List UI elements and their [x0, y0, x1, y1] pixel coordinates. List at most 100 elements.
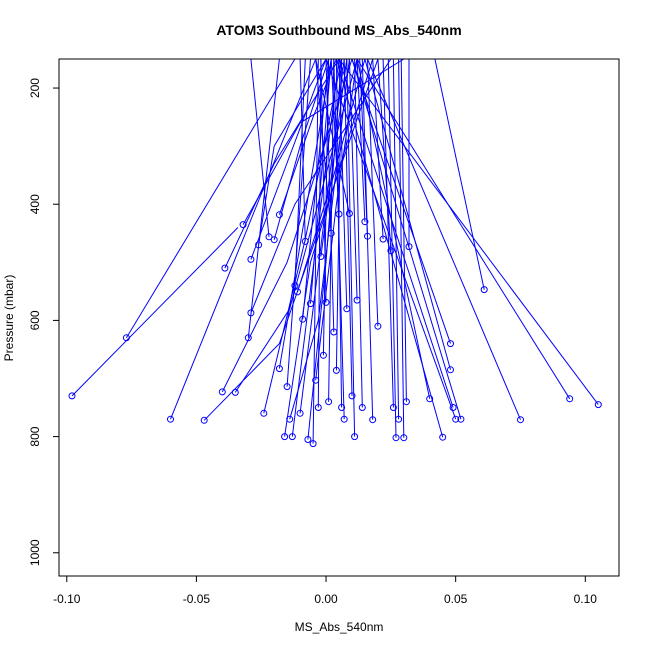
series-line-67: [367, 58, 521, 420]
y-axis-label: Pressure (mbar): [2, 275, 16, 362]
series-line-64: [325, 58, 457, 420]
data-point-39: [338, 404, 346, 411]
series-line-46: [354, 58, 363, 408]
series-line-18: [286, 58, 311, 387]
y-axis: 200 400 600 800 1000: [28, 78, 59, 566]
y-tick-label-1: 400: [28, 194, 42, 214]
data-point-23: [296, 409, 304, 417]
data-point-25: [301, 237, 309, 245]
x-tick-label-4: 0.10: [574, 592, 598, 606]
data-point-57: [402, 398, 410, 406]
data-point-26: [304, 436, 312, 443]
data-point-30: [314, 404, 322, 411]
series-line-1: [125, 58, 296, 339]
series-line-9: [250, 58, 392, 314]
series-line-49: [361, 58, 374, 420]
series-line-7: [242, 58, 405, 225]
data-point-66: [480, 286, 488, 294]
series-line-15: [278, 58, 332, 369]
series-line-65: [351, 58, 462, 420]
data-point-67: [517, 416, 524, 424]
series-line-43: [343, 58, 353, 396]
data-point-2: [167, 415, 174, 423]
x-axis-label: MS_Abs_540nm: [295, 620, 384, 634]
data-point-20: [288, 433, 296, 441]
data-point-54: [392, 434, 400, 442]
data-point-64: [452, 415, 460, 423]
data-point-0: [68, 392, 76, 400]
series-line-61: [351, 58, 451, 344]
y-tick-label-3: 800: [28, 426, 42, 446]
series-line-14: [273, 58, 330, 240]
data-point-65: [457, 415, 465, 423]
y-tick-label-2: 600: [28, 310, 42, 330]
series-line-68: [356, 58, 571, 400]
data-point-12: [260, 409, 268, 417]
series-line-60: [335, 58, 444, 438]
series-line-28: [312, 58, 319, 444]
data-point-34: [325, 398, 333, 406]
data-point-42: [345, 210, 353, 217]
data-point-17: [281, 433, 289, 441]
data-point-63: [449, 404, 457, 411]
series-line-36: [325, 58, 335, 333]
data-point-55: [395, 415, 403, 423]
data-point-53: [389, 404, 397, 411]
series-line-0: [71, 227, 239, 397]
data-point-50: [374, 322, 382, 330]
data-point-59: [426, 395, 434, 403]
plot-frame: [58, 58, 620, 577]
data-point-15: [275, 365, 283, 373]
data-point-11: [255, 241, 263, 249]
series-line-35: [315, 58, 332, 234]
series-line-63: [338, 58, 454, 408]
data-point-8: [244, 334, 252, 342]
series-line-3: [203, 58, 379, 421]
series-line-24: [302, 58, 330, 320]
data-point-22: [294, 288, 301, 296]
data-point-43: [348, 392, 356, 400]
data-point-44: [351, 433, 359, 441]
data-point-3: [200, 416, 208, 424]
data-point-46: [358, 404, 366, 411]
data-point-21: [291, 282, 299, 290]
data-point-68: [566, 395, 574, 403]
series-line-59: [356, 58, 431, 399]
data-point-47: [361, 218, 369, 226]
series-line-13: [250, 58, 270, 237]
y-tick-label-0: 200: [28, 78, 42, 98]
x-axis: -0.10 -0.05 0.00 0.05 0.10: [53, 576, 597, 606]
data-point-58: [405, 243, 413, 251]
data-point-18: [283, 383, 291, 391]
series-line-25: [299, 58, 306, 242]
series-line-42: [315, 58, 350, 214]
series-line-10: [250, 58, 327, 260]
data-point-27: [307, 300, 314, 308]
series-line-52: [377, 58, 392, 251]
series-line-21: [294, 58, 306, 286]
series-line-40: [333, 58, 345, 420]
data-point-28: [309, 440, 317, 448]
data-point-56: [400, 434, 408, 442]
series-line-62: [364, 58, 451, 370]
data-point-1: [122, 334, 130, 342]
x-tick-label-2: 0.00: [314, 592, 338, 606]
series-line-69: [338, 58, 599, 405]
series-line-33: [320, 58, 327, 303]
x-tick-label-0: -0.10: [53, 592, 81, 606]
series-line-54: [387, 58, 397, 438]
data-point-31: [317, 253, 325, 260]
data-point-32: [319, 351, 327, 359]
data-point-5: [221, 264, 229, 272]
data-point-60: [439, 433, 447, 441]
series-line-19: [289, 58, 350, 420]
data-point-6: [231, 388, 239, 396]
chart-title: ATOM3 Southbound MS_Abs_540nm: [216, 22, 461, 38]
data-point-24: [299, 315, 307, 323]
data-point-69: [594, 401, 602, 409]
x-tick-label-3: 0.05: [444, 592, 468, 606]
series-line-8: [247, 58, 280, 338]
data-point-19: [286, 415, 294, 423]
series-line-2: [170, 58, 317, 420]
